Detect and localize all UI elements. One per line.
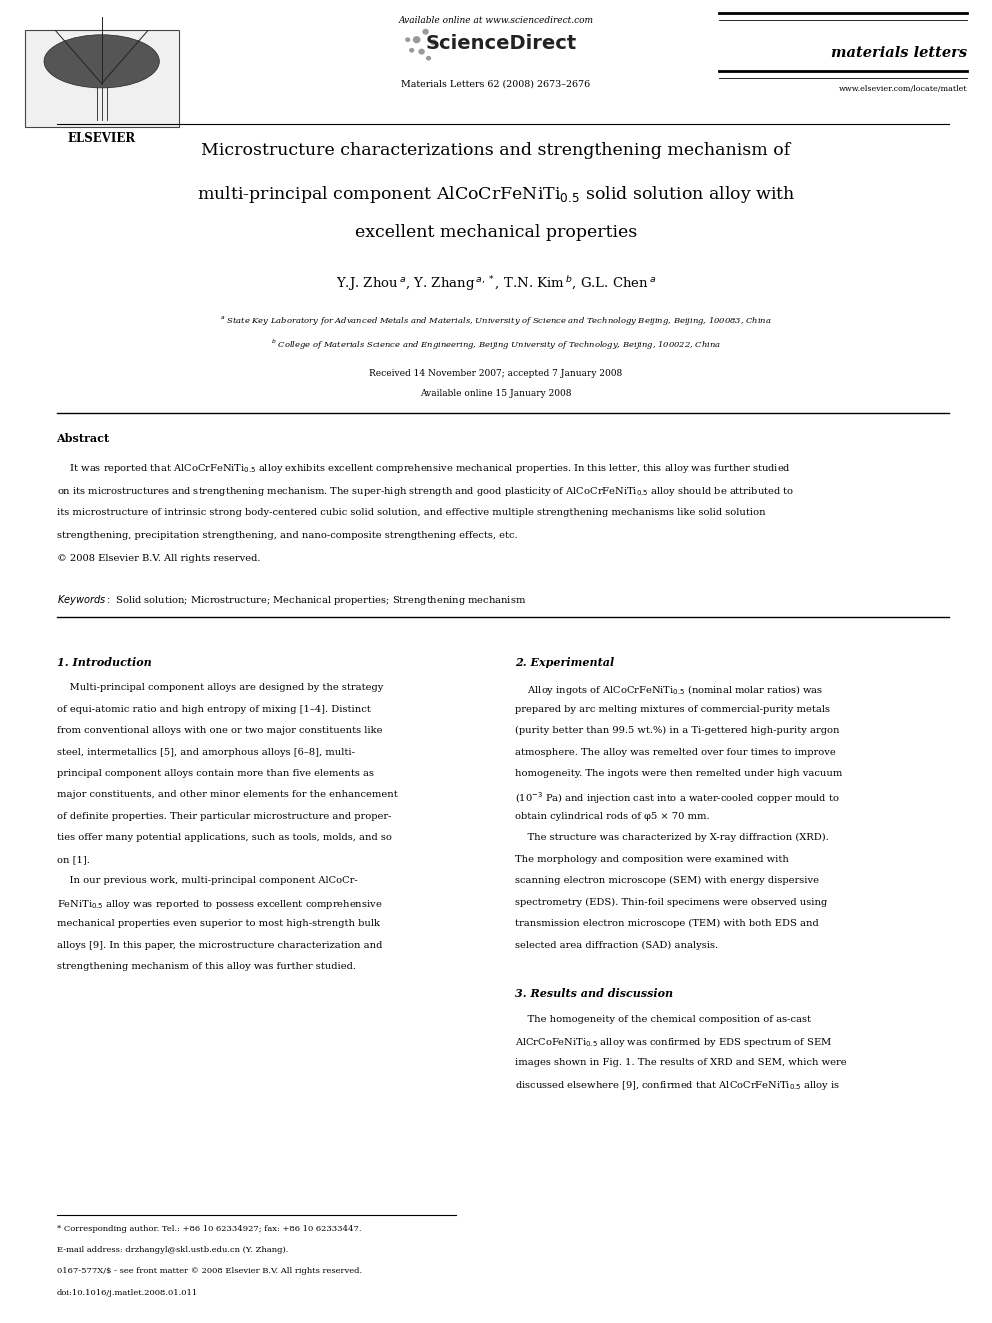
Text: multi-principal component AlCoCrFeNiTi$_{0.5}$ solid solution alloy with: multi-principal component AlCoCrFeNiTi$_… xyxy=(196,184,796,205)
Text: Available online at www.sciencedirect.com: Available online at www.sciencedirect.co… xyxy=(399,16,593,25)
Text: 3. Results and discussion: 3. Results and discussion xyxy=(515,988,673,999)
Text: $\it{Keywords:}$ Solid solution; Microstructure; Mechanical properties; Strength: $\it{Keywords:}$ Solid solution; Microst… xyxy=(57,593,526,607)
Text: steel, intermetallics [5], and amorphous alloys [6–8], multi-: steel, intermetallics [5], and amorphous… xyxy=(57,747,354,757)
Ellipse shape xyxy=(423,29,429,34)
Text: Y.J. Zhou$\,^a$, Y. Zhang$\,^{a,*}$, T.N. Kim$\,^b$, G.L. Chen$\,^a$: Y.J. Zhou$\,^a$, Y. Zhang$\,^{a,*}$, T.N… xyxy=(335,274,657,292)
Text: on its microstructures and strengthening mechanism. The super-high strength and : on its microstructures and strengthening… xyxy=(57,484,794,497)
Text: of definite properties. Their particular microstructure and proper-: of definite properties. Their particular… xyxy=(57,812,391,822)
Text: © 2008 Elsevier B.V. All rights reserved.: © 2008 Elsevier B.V. All rights reserved… xyxy=(57,554,260,564)
Text: spectrometry (EDS). Thin-foil specimens were observed using: spectrometry (EDS). Thin-foil specimens … xyxy=(515,898,827,906)
Text: The morphology and composition were examined with: The morphology and composition were exam… xyxy=(515,855,789,864)
Text: selected area diffraction (SAD) analysis.: selected area diffraction (SAD) analysis… xyxy=(515,941,718,950)
Text: * Corresponding author. Tel.: +86 10 62334927; fax: +86 10 62333447.: * Corresponding author. Tel.: +86 10 623… xyxy=(57,1225,361,1233)
Text: its microstructure of intrinsic strong body-centered cubic solid solution, and e: its microstructure of intrinsic strong b… xyxy=(57,508,765,517)
Text: 1. Introduction: 1. Introduction xyxy=(57,658,152,668)
Text: transmission electron microscope (TEM) with both EDS and: transmission electron microscope (TEM) w… xyxy=(515,919,818,929)
Text: on [1].: on [1]. xyxy=(57,855,89,864)
Text: Materials Letters 62 (2008) 2673–2676: Materials Letters 62 (2008) 2673–2676 xyxy=(402,79,590,89)
Text: Received 14 November 2007; accepted 7 January 2008: Received 14 November 2007; accepted 7 Ja… xyxy=(369,369,623,378)
Text: images shown in Fig. 1. The results of XRD and SEM, which were: images shown in Fig. 1. The results of X… xyxy=(515,1058,846,1066)
Ellipse shape xyxy=(44,34,160,87)
Ellipse shape xyxy=(431,40,436,45)
Text: from conventional alloys with one or two major constituents like: from conventional alloys with one or two… xyxy=(57,726,382,736)
Text: scanning electron microscope (SEM) with energy dispersive: scanning electron microscope (SEM) with … xyxy=(515,876,818,885)
Text: (purity better than 99.5 wt.%) in a Ti-gettered high-purity argon: (purity better than 99.5 wt.%) in a Ti-g… xyxy=(515,726,839,736)
Text: obtain cylindrical rods of φ5 × 70 mm.: obtain cylindrical rods of φ5 × 70 mm. xyxy=(515,812,709,822)
Text: $^a$ State Key Laboratory for Advanced Metals and Materials, University of Scien: $^a$ State Key Laboratory for Advanced M… xyxy=(220,314,772,327)
Text: atmosphere. The alloy was remelted over four times to improve: atmosphere. The alloy was remelted over … xyxy=(515,747,835,757)
Text: of equi-atomic ratio and high entropy of mixing [1–4]. Distinct: of equi-atomic ratio and high entropy of… xyxy=(57,705,370,714)
Text: 0167-577X/$ - see front matter © 2008 Elsevier B.V. All rights reserved.: 0167-577X/$ - see front matter © 2008 El… xyxy=(57,1267,362,1275)
Text: excellent mechanical properties: excellent mechanical properties xyxy=(355,224,637,241)
Text: Abstract: Abstract xyxy=(57,433,110,443)
Ellipse shape xyxy=(409,48,415,53)
Text: materials letters: materials letters xyxy=(831,46,967,61)
Ellipse shape xyxy=(419,49,425,54)
Text: discussed elsewhere [9], confirmed that AlCoCrFeNiTi$_{0.5}$ alloy is: discussed elsewhere [9], confirmed that … xyxy=(515,1080,840,1093)
Text: Alloy ingots of AlCoCrFeNiTi$_{0.5}$ (nominal molar ratios) was: Alloy ingots of AlCoCrFeNiTi$_{0.5}$ (no… xyxy=(515,683,823,697)
Text: alloys [9]. In this paper, the microstructure characterization and: alloys [9]. In this paper, the microstru… xyxy=(57,941,382,950)
Text: strengthening, precipitation strengthening, and nano-composite strengthening eff: strengthening, precipitation strengtheni… xyxy=(57,531,517,540)
Text: homogeneity. The ingots were then remelted under high vacuum: homogeneity. The ingots were then remelt… xyxy=(515,769,842,778)
Text: major constituents, and other minor elements for the enhancement: major constituents, and other minor elem… xyxy=(57,791,397,799)
Text: $^b$ College of Materials Science and Engineering, Beijing University of Technol: $^b$ College of Materials Science and En… xyxy=(271,337,721,352)
Text: ties offer many potential applications, such as tools, molds, and so: ties offer many potential applications, … xyxy=(57,833,392,843)
Text: strengthening mechanism of this alloy was further studied.: strengthening mechanism of this alloy wa… xyxy=(57,962,355,971)
Text: www.elsevier.com/locate/matlet: www.elsevier.com/locate/matlet xyxy=(838,85,967,93)
Text: The homogeneity of the chemical composition of as-cast: The homogeneity of the chemical composit… xyxy=(515,1015,810,1024)
Text: 2. Experimental: 2. Experimental xyxy=(515,658,614,668)
Text: Multi-principal component alloys are designed by the strategy: Multi-principal component alloys are des… xyxy=(57,683,383,692)
Text: Available online 15 January 2008: Available online 15 January 2008 xyxy=(421,389,571,398)
Text: E-mail address: drzhangyl@skl.ustb.edu.cn (Y. Zhang).: E-mail address: drzhangyl@skl.ustb.edu.c… xyxy=(57,1246,288,1254)
Text: mechanical properties even superior to most high-strength bulk: mechanical properties even superior to m… xyxy=(57,919,380,929)
Text: principal component alloys contain more than five elements as: principal component alloys contain more … xyxy=(57,769,374,778)
Ellipse shape xyxy=(413,36,421,44)
Text: prepared by arc melting mixtures of commercial-purity metals: prepared by arc melting mixtures of comm… xyxy=(515,705,830,714)
Text: ScienceDirect: ScienceDirect xyxy=(426,34,576,53)
Text: doi:10.1016/j.matlet.2008.01.011: doi:10.1016/j.matlet.2008.01.011 xyxy=(57,1289,197,1297)
Text: Microstructure characterizations and strengthening mechanism of: Microstructure characterizations and str… xyxy=(201,142,791,159)
Text: AlCrCoFeNiTi$_{0.5}$ alloy was confirmed by EDS spectrum of SEM: AlCrCoFeNiTi$_{0.5}$ alloy was confirmed… xyxy=(515,1036,832,1049)
Text: It was reported that AlCoCrFeNiTi$_{0.5}$ alloy exhibits excellent comprehensive: It was reported that AlCoCrFeNiTi$_{0.5}… xyxy=(57,462,791,475)
Ellipse shape xyxy=(426,56,432,61)
Ellipse shape xyxy=(405,37,411,42)
Bar xyxy=(25,30,179,127)
Text: The structure was characterized by X-ray diffraction (XRD).: The structure was characterized by X-ray… xyxy=(515,833,828,843)
Text: FeNiTi$_{0.5}$ alloy was reported to possess excellent comprehensive: FeNiTi$_{0.5}$ alloy was reported to pos… xyxy=(57,898,382,910)
Text: (10$^{-3}$ Pa) and injection cast into a water-cooled copper mould to: (10$^{-3}$ Pa) and injection cast into a… xyxy=(515,791,839,806)
Text: ELSEVIER: ELSEVIER xyxy=(67,132,136,146)
Text: In our previous work, multi-principal component AlCoCr-: In our previous work, multi-principal co… xyxy=(57,876,357,885)
